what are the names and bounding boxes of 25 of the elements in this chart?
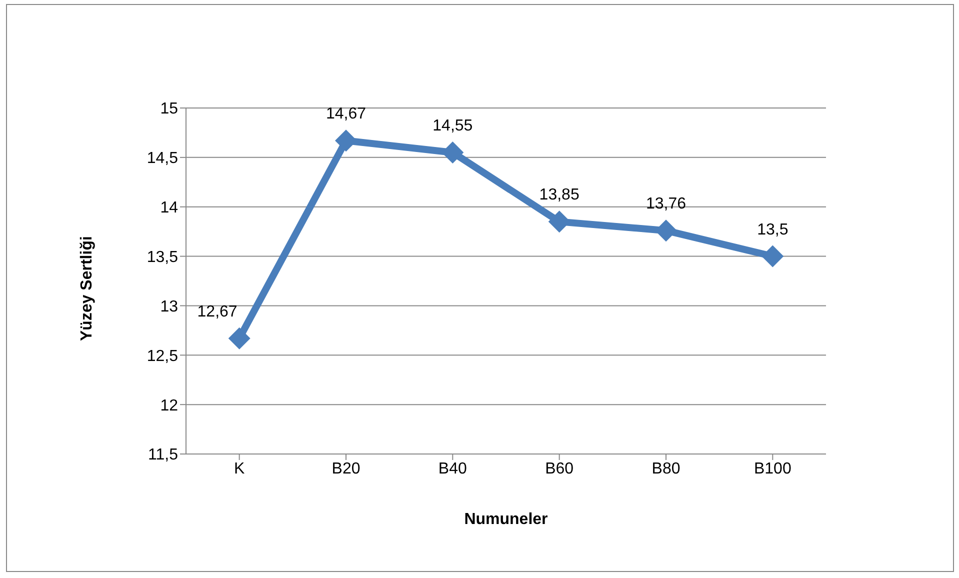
x-tick-label: B100 (754, 460, 792, 478)
point (762, 245, 784, 268)
x-tick-label: B60 (545, 460, 574, 478)
data-label: 12,67 (197, 303, 238, 320)
data-label: 14,55 (432, 117, 473, 134)
data-label: 13,85 (539, 186, 580, 204)
y-tick-label: 12,5 (146, 348, 178, 365)
x-tick-label: B80 (652, 460, 680, 478)
x-axis-title: Numuneler (464, 511, 548, 528)
y-axis-title: Yüzey Sertliği (78, 236, 96, 341)
y-tick-label: 13 (160, 298, 178, 316)
y-tick-label: 11,5 (148, 446, 178, 464)
y-tick-label: 14,5 (146, 150, 178, 168)
x-tick-label: B40 (438, 460, 468, 478)
x-tick-label: B20 (332, 460, 360, 478)
data-label: 13,76 (646, 196, 686, 213)
y-tick-label: 12 (160, 397, 178, 414)
point (335, 130, 357, 152)
data-label: 14,67 (326, 106, 366, 123)
x-tick-label: K (234, 460, 245, 478)
point (228, 327, 250, 350)
y-tick-label: 13,5 (146, 248, 178, 266)
y-tick-label: 14 (160, 200, 178, 217)
data-label: 13,5 (757, 221, 788, 238)
y-tick-label: 15 (160, 100, 178, 118)
